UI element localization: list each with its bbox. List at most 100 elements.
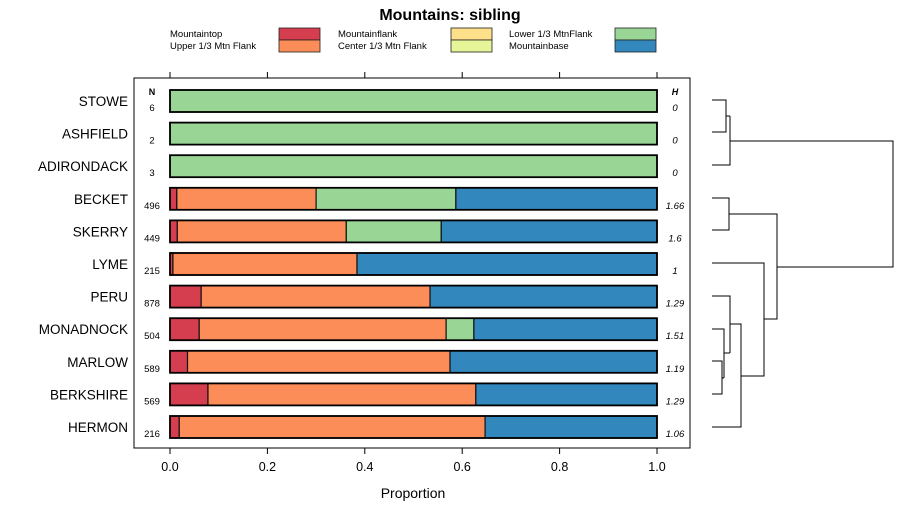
x-tick-label: 0.6 — [454, 460, 471, 474]
dendrogram-branch — [730, 140, 894, 268]
bar-segment-mountaintop — [169, 285, 202, 309]
h-value: 0 — [672, 136, 678, 147]
dendrogram-branch — [712, 115, 731, 166]
h-value: 1.6 — [668, 233, 682, 244]
legend-swatch — [278, 27, 321, 41]
n-header: N — [149, 87, 156, 97]
category-label: MARLOW — [67, 355, 128, 370]
category-label: MONADNOCK — [39, 322, 128, 337]
n-value: 504 — [144, 331, 160, 342]
x-tick-label: 0.4 — [356, 460, 373, 474]
legend-label: Mountainflank — [338, 29, 397, 40]
bar-segment-lower-1-3-mtnflank — [169, 89, 658, 113]
bar-outline — [169, 154, 658, 179]
legend-label: Mountainbase — [509, 41, 569, 52]
bar-outline — [169, 252, 658, 276]
bars: STOWE 6 0 ASHFIELD 2 0 ADIRONDACK 3 0 BECKET 496 1.… — [38, 89, 685, 440]
bar-segment-mountaintop — [169, 382, 209, 406]
bar-outline — [169, 121, 658, 146]
x-tick-label: 0.0 — [161, 460, 178, 474]
legend-label: Lower 1/3 MtnFlank — [509, 29, 593, 40]
bar-segment-lower-1-3-mtnflank — [169, 121, 658, 146]
legend-swatch — [450, 27, 493, 41]
h-header: H — [672, 87, 679, 97]
x-tick-label: 0.2 — [259, 460, 276, 474]
bar-outline — [169, 349, 658, 374]
bar-segment-mountainbase — [429, 285, 658, 309]
dendrogram-branch — [712, 99, 727, 133]
dendrogram-branch — [712, 197, 778, 320]
n-value: 449 — [144, 233, 160, 244]
bar-segment-mountaintop — [169, 415, 180, 439]
h-value: 1.19 — [666, 364, 685, 375]
plot-panel — [133, 77, 691, 449]
h-value: 1.51 — [666, 331, 685, 342]
legend-label: Center 1/3 Mtn Flank — [338, 41, 427, 52]
h-value: 1.06 — [666, 429, 685, 440]
legend-label: Mountaintop — [170, 29, 222, 40]
bar-outline — [169, 186, 658, 211]
bar-segment-upper-1-3-mtn-flank — [176, 187, 317, 211]
bar-segment-mountaintop — [169, 350, 189, 374]
h-value: 1.29 — [666, 299, 685, 310]
n-value: 216 — [144, 429, 160, 440]
category-label: LYME — [92, 257, 128, 272]
legend-swatch — [450, 39, 493, 53]
h-value: 0 — [672, 103, 678, 114]
h-value: 1.66 — [666, 201, 685, 212]
legend-label: Upper 1/3 Mtn Flank — [170, 41, 256, 52]
bar-segment-upper-1-3-mtn-flank — [176, 219, 347, 243]
n-value: 215 — [144, 266, 160, 277]
category-label: ADIRONDACK — [38, 159, 128, 174]
bar-segment-upper-1-3-mtn-flank — [186, 350, 451, 374]
bar-segment-mountainbase — [484, 415, 658, 439]
h-value: 0 — [672, 168, 678, 179]
bar-segment-mountaintop — [169, 187, 178, 211]
bar-segment-upper-1-3-mtn-flank — [207, 382, 477, 406]
category-label: BERKSHIRE — [50, 387, 128, 402]
n-value: 569 — [144, 396, 160, 407]
category-label: BECKET — [74, 192, 128, 207]
bar-segment-upper-1-3-mtn-flank — [200, 285, 431, 309]
bar-segment-mountainbase — [449, 350, 658, 374]
bar-segment-lower-1-3-mtnflank — [445, 317, 475, 341]
chart-title: Mountains: sibling — [379, 7, 520, 24]
legend-swatch — [278, 39, 321, 53]
dendrogram-branch — [712, 262, 765, 377]
category-label: PERU — [90, 290, 128, 305]
bar-segment-upper-1-3-mtn-flank — [172, 252, 358, 276]
bar-outline — [169, 415, 658, 439]
category-label: STOWE — [79, 94, 128, 109]
legend-swatch — [614, 27, 657, 41]
dendrogram-branch — [712, 328, 725, 395]
x-tick-label: 1.0 — [648, 460, 665, 474]
category-label: ASHFIELD — [62, 127, 128, 142]
bar-outline — [169, 317, 658, 342]
n-value: 589 — [144, 364, 160, 375]
bar-segment-upper-1-3-mtn-flank — [198, 317, 447, 341]
dendrogram-branch — [712, 295, 742, 428]
bar-outline — [169, 284, 658, 309]
n-value: 3 — [149, 168, 154, 179]
category-label: HERMON — [68, 420, 128, 435]
x-tick-label: 0.8 — [551, 460, 568, 474]
bar-outline — [169, 219, 658, 244]
category-label: SKERRY — [73, 224, 128, 239]
n-value: 496 — [144, 201, 160, 212]
bar-segment-mountainbase — [356, 252, 658, 276]
n-value: 878 — [144, 299, 160, 310]
bar-segment-mountainbase — [440, 219, 658, 243]
x-axis: 0.0 0.2 0.4 0.6 0.8 1.0 — [161, 72, 666, 474]
dendrogram — [712, 99, 894, 428]
bar-segment-mountaintop — [169, 317, 200, 341]
bar-segment-lower-1-3-mtnflank — [169, 154, 658, 178]
x-axis-label: Proportion — [381, 485, 446, 501]
h-value: 1 — [672, 266, 677, 277]
bar-segment-lower-1-3-mtnflank — [345, 219, 442, 243]
bar-outline — [169, 89, 658, 113]
bar-segment-lower-1-3-mtnflank — [315, 187, 457, 211]
bar-segment-mountainbase — [455, 187, 658, 211]
n-value: 2 — [149, 136, 154, 147]
